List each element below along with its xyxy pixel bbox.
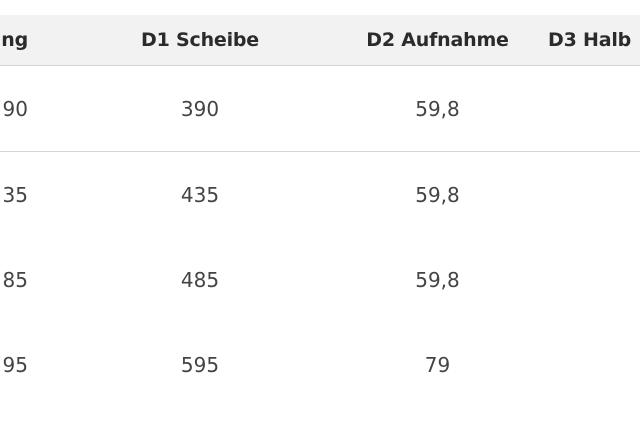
table-cell: 435	[180, 182, 220, 207]
table-cell: 90	[2, 96, 28, 121]
table-cell	[548, 66, 640, 151]
table-cell: 35	[2, 182, 28, 207]
table-cell: 85	[2, 267, 28, 292]
header-cell-d1-scheibe: D1 Scheibe	[141, 29, 259, 51]
table-cell	[548, 237, 640, 322]
header-cell-col1-partial: ung	[0, 29, 28, 51]
table-cell: 485	[180, 267, 220, 292]
table-header-row: ung D1 Scheibe D2 Aufnahme D3 Halb	[0, 15, 640, 66]
table-cell: 59,8	[415, 96, 460, 121]
table-cell: 95	[2, 352, 28, 377]
table-cell	[548, 152, 640, 237]
table-cell: 390	[180, 96, 220, 121]
header-cell-d3-partial: D3 Halb	[548, 29, 632, 51]
table-row: 85 485 59,8	[0, 237, 640, 323]
table-cell: 59,8	[415, 182, 460, 207]
header-cell-d2-aufnahme: D2 Aufnahme	[366, 29, 509, 51]
table-cell: 595	[180, 352, 220, 377]
table-row: 90 390 59,8	[0, 66, 640, 152]
table-row: 95 595 79	[0, 322, 640, 407]
table-cell	[548, 322, 640, 407]
table-cell: 79	[424, 352, 451, 377]
table-row: 35 435 59,8	[0, 152, 640, 238]
table-cell: 59,8	[415, 267, 460, 292]
